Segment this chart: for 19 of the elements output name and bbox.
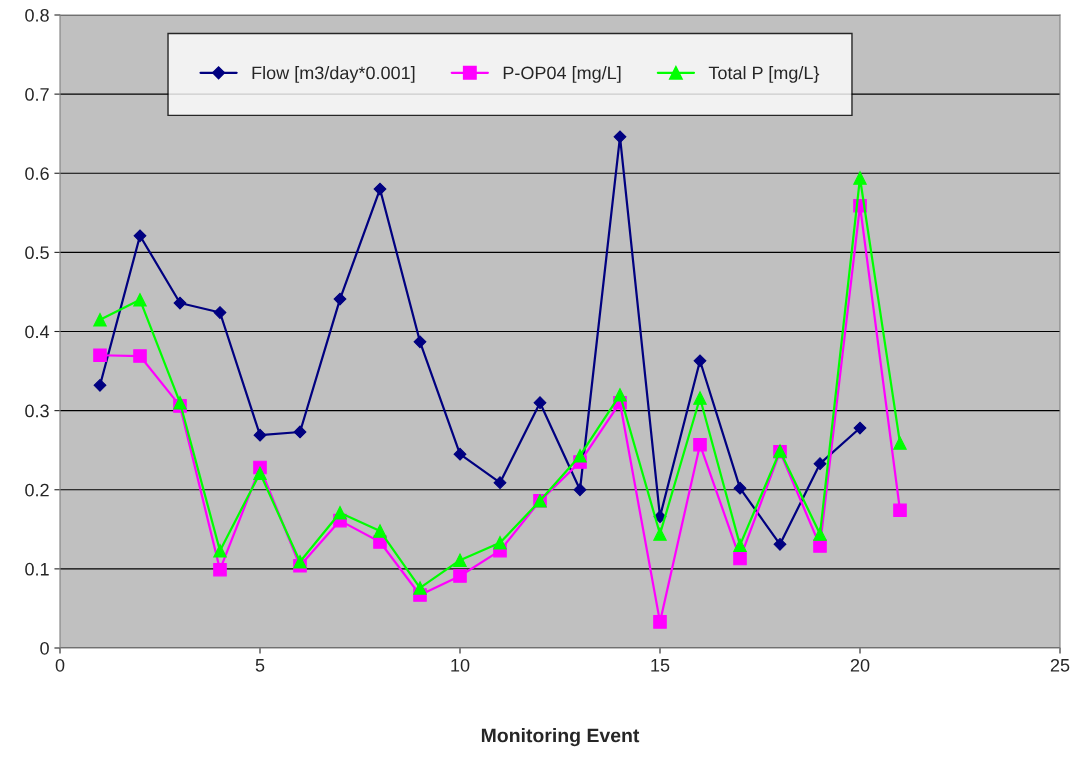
y-tick-label: 0.6 (25, 167, 49, 180)
legend-label: Total P [mg/L} (708, 66, 820, 83)
y-tick-label: 0.3 (25, 404, 49, 418)
x-tick-label: 20 (850, 658, 870, 672)
x-tick-label: 0 (55, 658, 65, 672)
y-tick-label: 0.2 (25, 483, 49, 497)
x-tick-label: 15 (651, 659, 670, 672)
y-tick-label: 0.7 (25, 88, 49, 101)
y-tick-label: 0.5 (25, 246, 49, 260)
x-axis-title: Monitoring Event (481, 728, 640, 747)
legend-label: Flow [m3/day*0.001] (252, 66, 415, 83)
x-tick-label: 10 (451, 658, 470, 672)
y-tick-label: 0.4 (25, 325, 50, 339)
legend-label: P-OP04 [mg/L] (503, 66, 621, 83)
x-tick-label: 25 (1050, 658, 1070, 672)
y-tick-label: 0 (40, 641, 49, 655)
x-tick-label: 5 (255, 659, 265, 672)
y-tick-label: 0.1 (25, 562, 49, 576)
y-tick-label: 0.8 (25, 8, 49, 22)
